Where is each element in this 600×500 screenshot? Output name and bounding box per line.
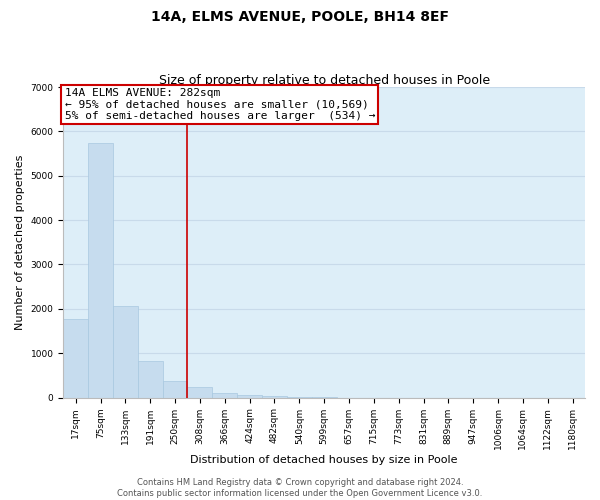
- Bar: [138, 361, 163, 398]
- Bar: [113, 306, 138, 398]
- Text: 14A ELMS AVENUE: 282sqm
← 95% of detached houses are smaller (10,569)
5% of semi: 14A ELMS AVENUE: 282sqm ← 95% of detache…: [65, 88, 375, 121]
- Bar: [88, 143, 113, 398]
- X-axis label: Distribution of detached houses by size in Poole: Distribution of detached houses by size …: [190, 455, 458, 465]
- Title: Size of property relative to detached houses in Poole: Size of property relative to detached ho…: [158, 74, 490, 87]
- Y-axis label: Number of detached properties: Number of detached properties: [15, 154, 25, 330]
- Text: Contains HM Land Registry data © Crown copyright and database right 2024.
Contai: Contains HM Land Registry data © Crown c…: [118, 478, 482, 498]
- Bar: [212, 392, 237, 398]
- Bar: [163, 381, 187, 398]
- Bar: [63, 318, 88, 398]
- Bar: [237, 395, 262, 398]
- Bar: [187, 388, 212, 398]
- Text: 14A, ELMS AVENUE, POOLE, BH14 8EF: 14A, ELMS AVENUE, POOLE, BH14 8EF: [151, 10, 449, 24]
- Bar: [262, 396, 287, 398]
